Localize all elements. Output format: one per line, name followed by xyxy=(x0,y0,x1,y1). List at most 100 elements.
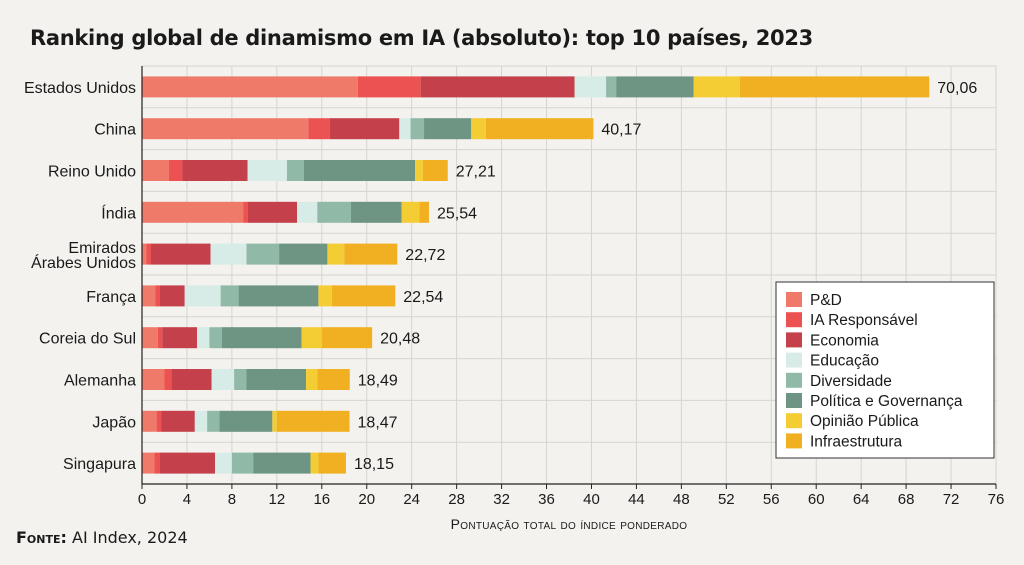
bar-segment xyxy=(420,76,575,98)
category-label: Emirados xyxy=(68,240,136,257)
bar-segment xyxy=(246,369,307,390)
bar-segment xyxy=(159,285,185,307)
bar-segment xyxy=(310,452,319,474)
bar-segment xyxy=(279,243,328,265)
bar-segment xyxy=(207,410,220,432)
legend-swatch xyxy=(786,413,802,429)
total-label: 22,72 xyxy=(405,247,445,264)
bar-segment xyxy=(142,369,165,390)
total-label: 27,21 xyxy=(456,164,496,181)
bar-segment xyxy=(156,410,162,432)
legend: P&D IA Responsável Economia Educação Diversi… xyxy=(775,281,995,459)
bar-segment xyxy=(221,327,302,349)
legend-entry-label: Opinião Pública xyxy=(810,413,919,430)
bar-segment xyxy=(142,285,156,307)
bar-segment xyxy=(168,160,183,181)
legend-entry-label: Educação xyxy=(810,353,879,370)
x-tick-label: 64 xyxy=(853,491,870,508)
total-label: 25,54 xyxy=(437,205,477,222)
bar-segment xyxy=(171,369,212,390)
bar-segment xyxy=(410,118,425,140)
legend-entry-label: Economia xyxy=(810,332,879,349)
total-label: 18,15 xyxy=(354,456,394,473)
legend-swatch xyxy=(786,433,802,449)
total-label: 18,49 xyxy=(358,373,398,390)
bar-segment xyxy=(739,76,930,98)
legend-entry-label: P&D xyxy=(810,292,842,309)
bar-segment xyxy=(693,76,740,98)
bar-segment xyxy=(159,452,216,474)
bar-segment xyxy=(184,285,221,307)
bar-segment xyxy=(182,160,248,181)
bar-segment xyxy=(247,160,287,181)
bar-segment xyxy=(253,452,311,474)
bar-segment xyxy=(243,201,248,223)
total-label: 18,47 xyxy=(358,414,398,431)
bar-segment xyxy=(210,243,247,265)
x-tick-label: 36 xyxy=(538,491,555,508)
bar-segment xyxy=(485,118,594,140)
source-text: AI Index, 2024 xyxy=(72,528,188,547)
bar-segment xyxy=(215,452,232,474)
x-tick-label: 8 xyxy=(228,491,236,508)
bar-segment xyxy=(142,118,309,140)
category-label: China xyxy=(94,122,136,139)
bar-segment xyxy=(150,243,211,265)
bar-segment xyxy=(155,285,160,307)
legend-entry-label: IA Responsável xyxy=(810,312,918,329)
x-tick-label: 56 xyxy=(763,491,780,508)
legend-swatch xyxy=(786,332,802,348)
bar-segment xyxy=(306,369,318,390)
total-labels: 70,06 40,17 27,21 25,54 22,72 22,54 20,48 18,49… xyxy=(354,80,977,473)
x-tick-label: 20 xyxy=(358,491,375,508)
bar-segment xyxy=(220,285,239,307)
legend-box xyxy=(775,281,995,459)
bar-segment xyxy=(238,285,319,307)
legend-entry-label: Diversidade xyxy=(810,373,892,390)
bar-segment xyxy=(471,118,486,140)
source-note: Fonte: AI Index, 2024 xyxy=(16,528,188,547)
legend-entry-label: Política e Governança xyxy=(810,393,963,410)
bar-segment xyxy=(142,327,158,349)
category-label: Estados Unidos xyxy=(24,80,136,97)
legend-swatch xyxy=(786,393,802,408)
bar-segment xyxy=(351,201,402,223)
x-tick-label: 76 xyxy=(988,491,1005,508)
x-axis: 0 4 8 12 16 20 24 28 32 36 40 44 48 52 56 60 64 68 72 76 xyxy=(138,66,1005,508)
bar-segment xyxy=(606,76,617,98)
category-label: Árabes Unidos xyxy=(31,253,136,272)
bar-segment xyxy=(401,201,420,223)
bar-segment xyxy=(219,410,273,432)
bar-segment xyxy=(142,76,358,98)
x-tick-label: 52 xyxy=(718,491,735,508)
x-tick-label: 32 xyxy=(493,491,510,508)
x-tick-label: 28 xyxy=(448,491,465,508)
category-label: Japão xyxy=(92,414,136,431)
x-tick-label: 4 xyxy=(183,491,191,508)
bar-segment xyxy=(197,327,210,349)
category-label: Singapura xyxy=(63,456,136,473)
category-label: França xyxy=(86,289,136,306)
bar-segment xyxy=(424,118,472,140)
bar-segment xyxy=(419,201,429,223)
bar-segment xyxy=(209,327,222,349)
x-tick-label: 72 xyxy=(943,491,960,508)
bar-segment xyxy=(286,160,304,181)
bar-segment xyxy=(327,243,345,265)
bar-segment xyxy=(318,285,332,307)
bar-segment xyxy=(231,452,254,474)
bar-segment xyxy=(303,160,416,181)
bar-segment xyxy=(415,160,423,181)
bar-segment xyxy=(142,452,155,474)
bar-segment xyxy=(247,201,298,223)
legend-swatch xyxy=(786,312,802,328)
category-label: Reino Unido xyxy=(48,164,136,181)
bar-segment xyxy=(616,76,694,98)
bar-segment xyxy=(154,452,160,474)
bar-segment xyxy=(246,243,280,265)
legend-swatch xyxy=(786,292,802,307)
chart-title: Ranking global de dinamismo em IA (absol… xyxy=(30,26,813,50)
bar-segment xyxy=(297,201,318,223)
x-tick-label: 0 xyxy=(138,491,146,508)
